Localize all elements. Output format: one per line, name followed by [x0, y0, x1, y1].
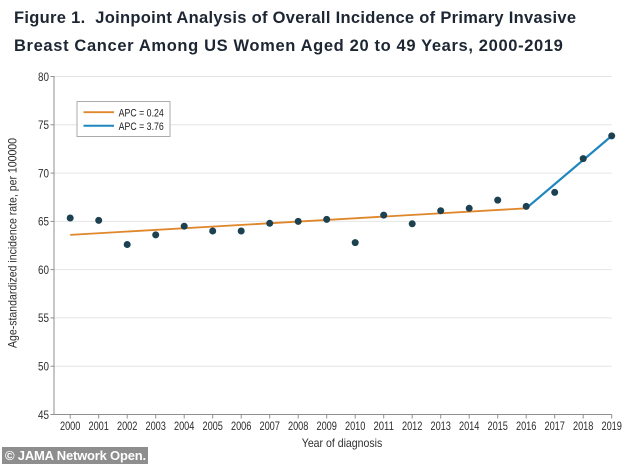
svg-text:2017: 2017 [544, 419, 565, 433]
svg-text:65: 65 [38, 215, 49, 229]
svg-text:2007: 2007 [259, 419, 280, 433]
svg-text:2012: 2012 [402, 419, 423, 433]
svg-text:2016: 2016 [516, 419, 537, 433]
svg-text:Age-standardized incidence rat: Age-standardized incidence rate, per 100… [6, 138, 20, 348]
svg-text:2001: 2001 [88, 419, 109, 433]
svg-text:80: 80 [38, 70, 49, 84]
svg-text:2002: 2002 [117, 419, 138, 433]
svg-text:2003: 2003 [145, 419, 166, 433]
svg-text:2013: 2013 [430, 419, 451, 433]
svg-text:2019: 2019 [601, 419, 622, 433]
svg-text:2009: 2009 [316, 419, 337, 433]
svg-text:2005: 2005 [202, 419, 223, 433]
svg-text:2018: 2018 [573, 419, 594, 433]
svg-text:55: 55 [38, 311, 49, 325]
svg-text:45: 45 [38, 408, 49, 422]
svg-text:2011: 2011 [373, 419, 394, 433]
svg-text:2004: 2004 [174, 419, 195, 433]
svg-text:APC = 0.24: APC = 0.24 [119, 108, 164, 120]
svg-text:50: 50 [38, 360, 49, 374]
svg-text:75: 75 [38, 118, 49, 132]
svg-text:2015: 2015 [487, 419, 508, 433]
svg-text:2006: 2006 [231, 419, 252, 433]
svg-text:APC = 3.76: APC = 3.76 [119, 121, 164, 133]
svg-text:60: 60 [38, 263, 49, 277]
svg-text:2010: 2010 [345, 419, 366, 433]
svg-text:Year of diagnosis: Year of diagnosis [302, 436, 383, 450]
svg-text:2008: 2008 [288, 419, 309, 433]
svg-text:2014: 2014 [459, 419, 480, 433]
svg-text:70: 70 [38, 166, 49, 180]
svg-text:2000: 2000 [60, 419, 81, 433]
